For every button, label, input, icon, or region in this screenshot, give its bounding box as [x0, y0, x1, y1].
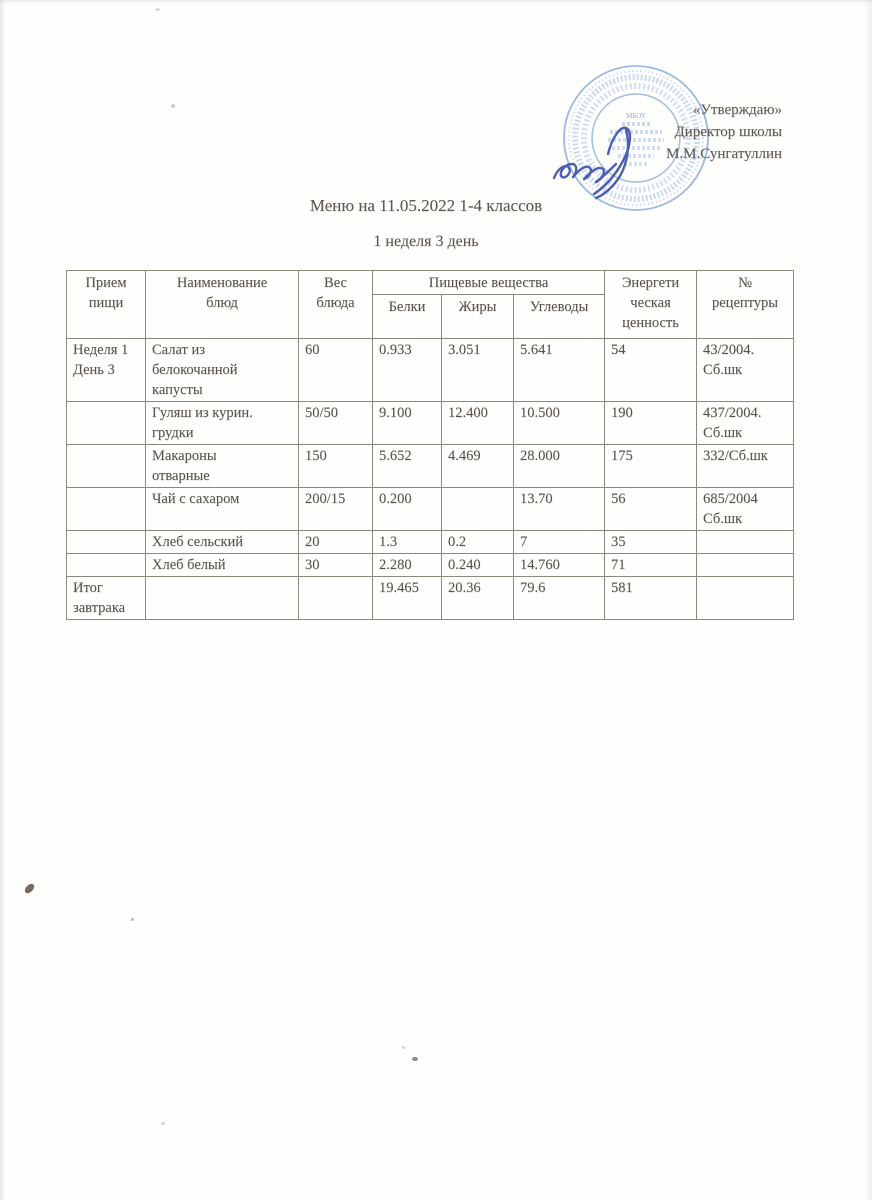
- table-row: Хлеб белый 30 2.280 0.240 14.760 71: [66, 553, 795, 577]
- approval-block: «Утверждаю» Директор школы М.М.Сунгатулл…: [560, 99, 782, 165]
- cell-recipe: 437/2004. Сб.шк: [696, 401, 795, 445]
- cell-fat: 0.2: [441, 530, 514, 554]
- cell-weight: 30: [298, 553, 373, 577]
- table-row: Макароны отварные 150 5.652 4.469 28.000…: [66, 444, 795, 488]
- cell-dish: [145, 576, 299, 620]
- cell-energy: 175: [604, 444, 698, 488]
- cell-protein: 9.100: [372, 401, 442, 445]
- cell-fat: 20.36: [441, 576, 514, 620]
- header-meal: Прием пищи: [66, 270, 146, 339]
- scan-speck: [412, 1057, 418, 1061]
- cell-carbs: 79.6: [512, 576, 606, 620]
- cell-recipe: [696, 576, 795, 620]
- header-weight: Вес блюда: [298, 270, 373, 339]
- cell-weight: 200/15: [298, 487, 373, 531]
- cell-energy: 56: [604, 487, 698, 531]
- cell-protein: 19.465: [372, 576, 442, 620]
- cell-dish: Гуляш из курин. грудки: [145, 401, 299, 445]
- scan-speck: [155, 8, 160, 11]
- cell-carbs: 7: [512, 530, 606, 554]
- cell-protein: 0.200: [372, 487, 442, 531]
- approval-line-name: М.М.Сунгатуллин: [666, 146, 782, 162]
- cell-weight: [298, 576, 373, 620]
- table-row-total: Итог завтрака 19.465 20.36 79.6 581: [66, 576, 795, 620]
- cell-meal-total: Итог завтрака: [66, 576, 146, 620]
- cell-fat: 3.051: [441, 338, 514, 402]
- cell-dish: Чай с сахаром: [145, 487, 299, 531]
- cell-meal: [66, 487, 146, 531]
- cell-carbs: 14.760: [512, 553, 606, 577]
- cell-fat: [441, 487, 514, 531]
- header-protein: Белки: [372, 294, 442, 339]
- scan-speck: [402, 1046, 405, 1049]
- header-row-1: Прием пищи Наименование блюд Вес блюда П…: [66, 270, 795, 339]
- table-row: Хлеб сельский 20 1.3 0.2 7 35: [66, 530, 795, 554]
- menu-table: Прием пищи Наименование блюд Вес блюда П…: [66, 270, 795, 620]
- cell-protein: 2.280: [372, 553, 442, 577]
- header-dish: Наименование блюд: [145, 270, 299, 339]
- cell-carbs: 5.641: [512, 338, 606, 402]
- cell-energy: 71: [604, 553, 698, 577]
- stamp-center-text: МБОУ: [626, 112, 646, 120]
- cell-meal: [66, 553, 146, 577]
- table-row: Гуляш из курин. грудки 50/50 9.100 12.40…: [66, 401, 795, 445]
- cell-recipe: 332/Сб.шк: [696, 444, 795, 488]
- cell-dish: Макароны отварные: [145, 444, 299, 488]
- cell-dish: Хлеб белый: [145, 553, 299, 577]
- director-signature: [552, 126, 632, 200]
- cell-meal: [66, 530, 146, 554]
- cell-recipe: [696, 530, 795, 554]
- cell-protein: 5.652: [372, 444, 442, 488]
- scan-speck: [131, 918, 134, 921]
- cell-recipe: 43/2004. Сб.шк: [696, 338, 795, 402]
- scan-edge-shadow-right: [864, 0, 872, 1200]
- cell-carbs: 13.70: [512, 487, 606, 531]
- table-row: Чай с сахаром 200/15 0.200 13.70 56 685/…: [66, 487, 795, 531]
- cell-fat: 0.240: [441, 553, 514, 577]
- cell-energy: 54: [604, 338, 698, 402]
- header-recipe: № рецептуры: [696, 270, 795, 339]
- cell-carbs: 28.000: [512, 444, 606, 488]
- cell-meal: [66, 401, 146, 445]
- cell-meal: [66, 444, 146, 488]
- approval-line-director: Директор школы: [674, 124, 782, 140]
- cell-weight: 20: [298, 530, 373, 554]
- cell-recipe: [696, 553, 795, 577]
- cell-protein: 0.933: [372, 338, 442, 402]
- cell-energy: 190: [604, 401, 698, 445]
- scan-speck: [23, 882, 36, 895]
- scan-speck: [171, 104, 175, 108]
- header-row-2: Белки Жиры Углеводы: [67, 294, 794, 339]
- cell-weight: 150: [298, 444, 373, 488]
- cell-energy: 35: [604, 530, 698, 554]
- header-energy: Энергети ческая ценность: [604, 270, 698, 339]
- cell-energy: 581: [604, 576, 698, 620]
- approval-line-utverzhdayu: «Утверждаю»: [692, 102, 782, 118]
- header-nutrients: Пищевые вещества: [371, 270, 606, 295]
- cell-protein: 1.3: [372, 530, 442, 554]
- cell-weight: 60: [298, 338, 373, 402]
- cell-meal: Неделя 1 День 3: [66, 338, 146, 402]
- scan-speck: [161, 1122, 165, 1125]
- cell-weight: 50/50: [298, 401, 373, 445]
- table-row: Неделя 1 День 3 Салат из белокочанной ка…: [66, 338, 795, 402]
- header-fat: Жиры: [441, 294, 514, 339]
- cell-recipe: 685/2004 Сб.шк: [696, 487, 795, 531]
- document-subtitle: 1 неделя 3 день: [373, 233, 479, 250]
- school-stamp-icon: МБОУ: [563, 65, 709, 211]
- cell-carbs: 10.500: [512, 401, 606, 445]
- cell-fat: 4.469: [441, 444, 514, 488]
- header-carbs: Углеводы: [512, 294, 606, 339]
- titles-block: Меню на 11.05.2022 1-4 классов 1 неделя …: [0, 196, 852, 251]
- cell-dish: Хлеб сельский: [145, 530, 299, 554]
- scan-edge-shadow-left: [0, 0, 5, 1200]
- document-title: Меню на 11.05.2022 1-4 классов: [309, 196, 543, 215]
- cell-fat: 12.400: [441, 401, 514, 445]
- scan-edge-shadow-top: [0, 0, 872, 4]
- cell-dish: Салат из белокочанной капусты: [145, 338, 299, 402]
